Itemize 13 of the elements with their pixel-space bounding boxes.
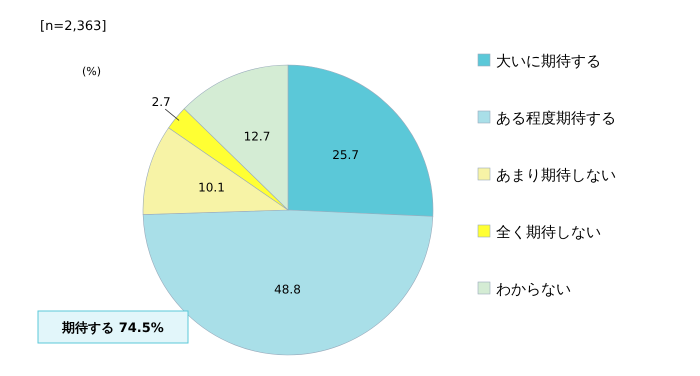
data-label: 25.7 [332,148,359,162]
data-label: 2.7 [152,95,171,110]
data-label: 10.1 [198,180,225,195]
legend-label: 大いに期待する [496,52,601,70]
legend-label: 全く期待しない [496,223,601,241]
text: 期待する 74.5% [61,321,164,336]
legend-label: ある程度期待する [496,109,616,127]
text: [n=2,363] [40,19,106,34]
data-label: 12.7 [244,130,270,144]
data-label: 48.8 [274,282,301,297]
legend-label: わからない [496,280,571,298]
text: (%) [82,65,102,78]
legend-label: あまり期待しない [496,166,616,184]
